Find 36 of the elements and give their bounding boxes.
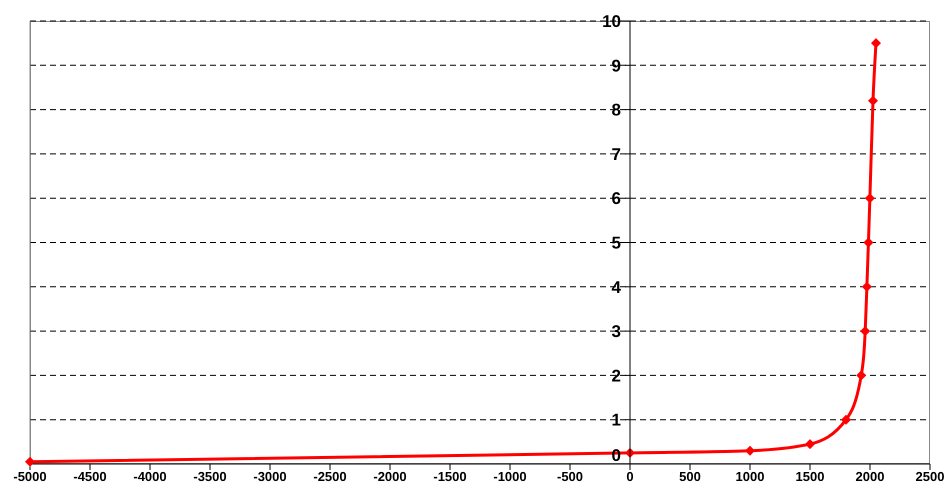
y-tick-label: 10 xyxy=(602,12,621,31)
point xyxy=(871,38,881,48)
y-tick-label: 3 xyxy=(612,322,621,342)
x-tick-label: -3500 xyxy=(193,469,227,484)
y-tick-label: 6 xyxy=(612,189,621,208)
x-tick-label: -5000 xyxy=(13,469,47,484)
point xyxy=(860,326,870,336)
y-tick-label: 9 xyxy=(612,56,621,76)
x-tick-label: 1000 xyxy=(736,469,764,484)
x-tick-label: -3000 xyxy=(253,469,287,484)
x-tick-label: 0 xyxy=(626,469,634,484)
x-tick-label: -4500 xyxy=(73,469,107,484)
x-tick-label: 500 xyxy=(679,469,701,484)
x-tick-label: 2500 xyxy=(916,469,944,484)
x-tick-label: 1500 xyxy=(796,469,824,484)
point xyxy=(745,446,755,456)
x-tick-label: -2000 xyxy=(373,469,407,484)
x-tick-label: -500 xyxy=(556,469,584,484)
y-tick-label: 4 xyxy=(612,278,622,297)
y-tick-label: 7 xyxy=(612,144,621,164)
x-tick-label: 2000 xyxy=(856,469,884,484)
point xyxy=(868,96,878,106)
x-tick-label: -1500 xyxy=(433,469,467,484)
point xyxy=(856,370,866,380)
point xyxy=(805,439,815,450)
y-tick-label: 2 xyxy=(612,366,621,386)
point xyxy=(25,456,35,467)
x-tick-label: -1000 xyxy=(493,469,527,484)
point xyxy=(863,238,874,248)
y-tick-label: 8 xyxy=(612,100,621,120)
point xyxy=(862,282,872,292)
point xyxy=(864,193,875,204)
point xyxy=(841,414,851,425)
y-tick-label: 1 xyxy=(612,410,621,430)
x-tick-label: -4000 xyxy=(133,469,167,484)
x-tick-label: -2500 xyxy=(313,469,347,484)
